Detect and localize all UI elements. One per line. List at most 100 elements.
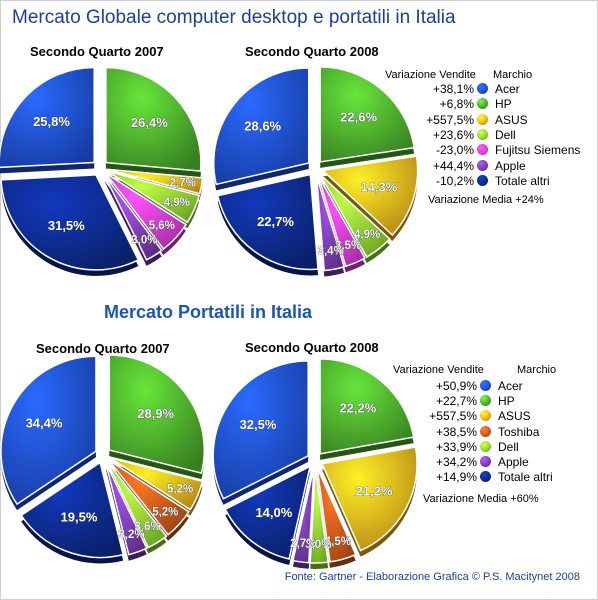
average-change: Variazione Media +24%	[428, 194, 544, 206]
pie-slice-asus	[107, 168, 204, 195]
pie-slice-fujitsu-siemens	[105, 172, 188, 251]
data-label-asus: 14,3%	[360, 180, 397, 195]
legend-change-value: -10,2%	[435, 173, 474, 188]
legend-swatch-wrap	[477, 113, 491, 128]
legend-swatch-asus	[480, 410, 491, 422]
pie-slice-hp	[319, 66, 415, 163]
legend-swatch-wrap	[480, 379, 494, 394]
pie-slice-dell	[106, 461, 168, 549]
data-label-apple: 3,2%	[118, 529, 144, 541]
legend-item: -23,0%	[0, 143, 474, 158]
legend-swatch-wrap	[477, 97, 491, 112]
pie-slice-hp	[105, 66, 202, 172]
pie-slice-toshiba	[108, 459, 190, 536]
data-label-fujitsu-siemens: 5,6%	[149, 220, 175, 232]
pie-title-laptop-2007: Secondo Quarto 2007	[36, 341, 170, 356]
legend-swatch-hp	[477, 98, 488, 110]
legend-change-value: +50,9%	[435, 379, 477, 393]
pie-title-laptop-2008: Secondo Quarto 2008	[245, 340, 379, 355]
source-credit: Fonte: Gartner - Elaborazione Grafica © …	[284, 571, 580, 583]
pie-slice-acer	[213, 67, 310, 186]
legend-swatch-dell	[480, 440, 491, 452]
pie-slice-dell	[106, 170, 201, 224]
legend-item: +6,8%	[0, 97, 474, 112]
legend-swatch-apple	[480, 456, 491, 467]
pie-slice-totale-altri	[20, 461, 125, 559]
pie-slice-totale-altri	[0, 174, 140, 271]
pie-slice-asus	[109, 457, 204, 511]
legend-swatch-wrap	[480, 394, 494, 409]
legend-item: +557,5%	[0, 113, 474, 128]
pie-slice-dell	[319, 173, 391, 258]
legend-brand-acer: Acer	[498, 379, 523, 393]
legend-item: +38,5%	[0, 425, 477, 440]
legend-swatch-wrap	[480, 455, 494, 470]
data-label-toshiba: 4,5%	[325, 536, 351, 548]
pie-slice-apple	[315, 175, 346, 272]
data-label-asus: 5,2%	[167, 483, 193, 495]
data-label-apple: 3,4%	[318, 246, 344, 258]
legend-brand-apple: Apple	[495, 158, 526, 173]
pie-slice-hp	[108, 354, 206, 475]
pie-slice-acer	[0, 355, 97, 506]
pie-slice-totale-altri	[224, 464, 312, 560]
legend-swatch-wrap	[480, 470, 494, 485]
legend-change-value: +557,5%	[426, 112, 474, 127]
pie-slice-dell	[309, 467, 329, 564]
pie-slice-apple	[292, 467, 315, 564]
data-label-apple: 2,7%	[290, 538, 316, 550]
data-label-apple: 3,0%	[131, 234, 157, 246]
data-label-totale-altri: 19,5%	[61, 509, 98, 524]
section-title: Mercato Portatili in Italia	[104, 302, 313, 322]
legend-swatch-asus	[477, 113, 488, 125]
legend-item: +23,6%	[0, 128, 474, 143]
main-title: Mercato Globale computer desktop e porta…	[12, 7, 456, 28]
legend-item: +557,5%	[0, 409, 477, 424]
legend-item: +38,1%	[0, 82, 474, 97]
legend-change-value: +34,2%	[435, 455, 477, 469]
legend-change-value: +38,5%	[435, 424, 477, 439]
legend-swatch-wrap	[477, 128, 491, 143]
legend-swatch-toshiba	[480, 425, 491, 437]
pie-chart-desktop-2007: 26,4% 2,7% 4,9% 5,6% 3,0% 31,5% 25,8%	[0, 66, 204, 276]
pie-slice-hp	[319, 358, 415, 455]
legend-brand-asus: ASUS	[498, 409, 531, 424]
legend-brand-totale-altri: Totale altri	[498, 470, 553, 485]
legend-item: +33,9%	[0, 440, 477, 455]
legend-item: +34,2%	[0, 455, 477, 470]
legend-swatch-acer	[477, 83, 488, 94]
data-label-hp: 22,2%	[339, 401, 376, 416]
legend-swatch-wrap	[480, 409, 494, 424]
pie-chart-laptop-2008: 22,2% 21,2% 4,5%3,0%2,7% 14,0% 32,5%	[212, 358, 418, 569]
legend-header-change: Variazione Vendite	[393, 364, 484, 376]
legend-change-value: +557,5%	[429, 409, 477, 424]
data-label-acer: 25,8%	[33, 114, 70, 129]
legend-header-change: Variazione Vendite	[385, 69, 476, 81]
legend-swatch-wrap	[480, 425, 494, 440]
legend-brand-dell: Dell	[498, 439, 519, 454]
data-label-totale-altri: 22,7%	[257, 214, 294, 229]
legend-brand-asus: ASUS	[495, 112, 528, 127]
legend-swatch-wrap	[477, 159, 491, 174]
average-change: Variazione Media +60%	[423, 493, 539, 505]
data-label-dell: 4,9%	[164, 197, 190, 209]
legend-swatch-hp	[480, 395, 491, 407]
legend-swatch-wrap	[480, 440, 494, 455]
legend-change-value: -23,0%	[435, 143, 474, 158]
pie-chart-laptop-2007: 28,9% 5,2% 5,2% 3,6%3,2% 19,5% 34,4%	[0, 354, 206, 564]
legend-header-brand: Marchio	[493, 69, 533, 81]
legend-swatch-wrap	[477, 143, 491, 158]
legend-change-value: +6,8%	[439, 97, 474, 112]
pie-slice-fujitsu-siemens	[317, 174, 366, 268]
legend-item: -10,2%	[0, 174, 474, 189]
data-label-toshiba: 5,2%	[152, 506, 178, 518]
legend-change-value: +14,9%	[435, 470, 477, 485]
data-label-asus: 2,7%	[170, 178, 196, 190]
legend-brand-apple: Apple	[498, 455, 529, 469]
pie-slice-apple	[103, 174, 163, 261]
legend-brand-hp: HP	[498, 394, 515, 409]
data-label-dell: 3,6%	[134, 521, 160, 533]
data-label-fujitsu-siemens: 3,5%	[335, 240, 361, 252]
pie-chart-desktop-2008: 22,6% 14,3% 4,9%3,5%3,4% 22,7% 28,6%	[213, 66, 419, 277]
data-label-asus: 21,2%	[356, 483, 393, 498]
